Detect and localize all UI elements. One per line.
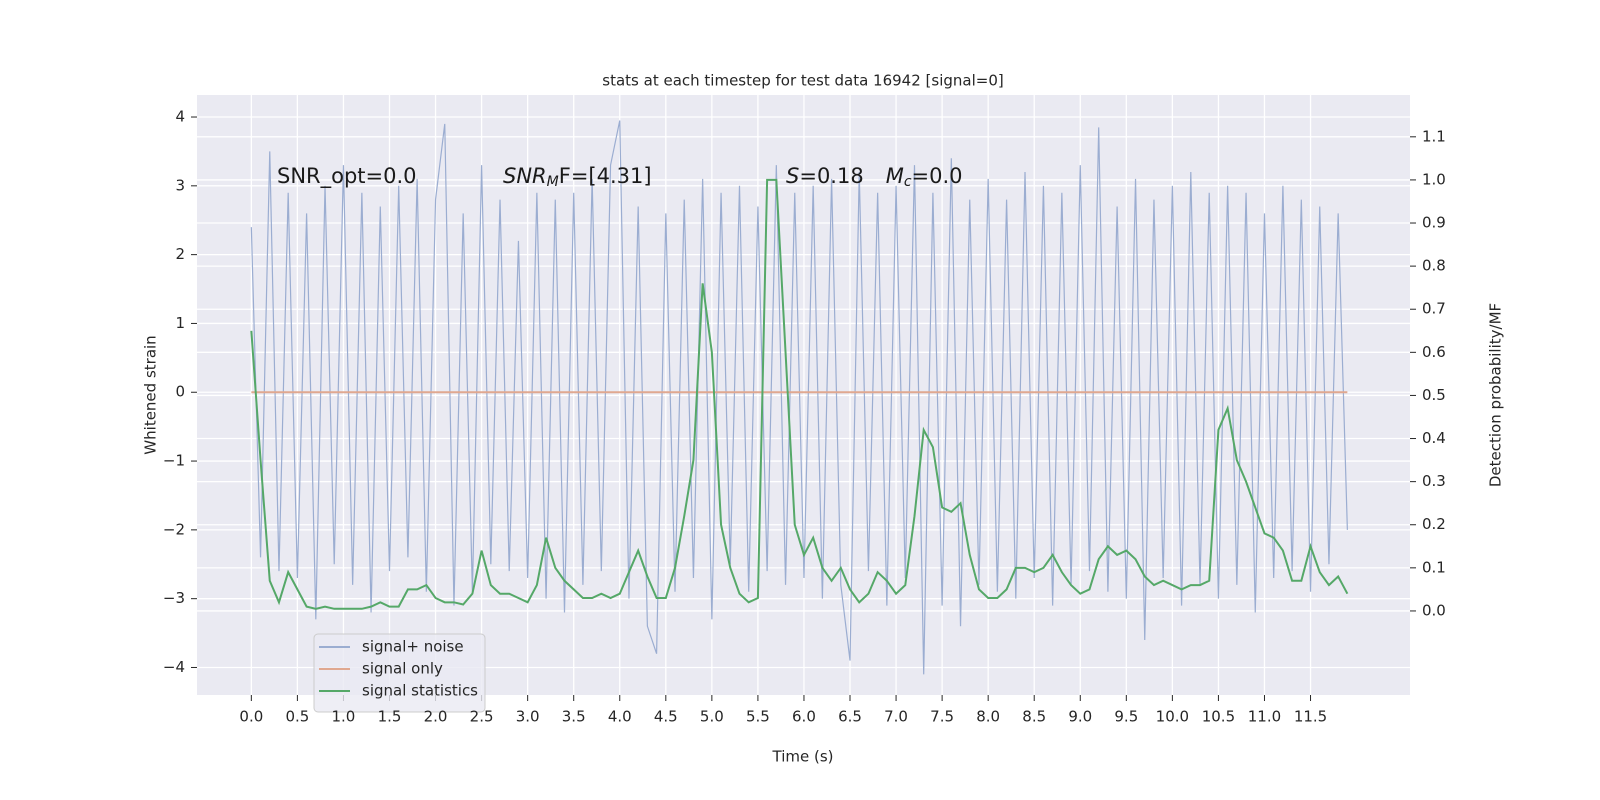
- annotation: SNRMF=[4.31]: [503, 164, 652, 190]
- x-tick-label: 11.0: [1248, 708, 1281, 726]
- y2-tick-label: 0.6: [1422, 343, 1446, 361]
- annotation-text: M: [886, 164, 904, 188]
- y-tick-label: 3: [175, 176, 185, 194]
- x-tick-label: 8.0: [976, 708, 1000, 726]
- y2-tick-label: 0.5: [1422, 386, 1446, 404]
- x-tick-label: 4.0: [608, 708, 632, 726]
- annotation-text: SNR: [503, 164, 547, 188]
- annotation-text: SNR_opt=0.0: [277, 164, 417, 189]
- y2-tick-label: 0.1: [1422, 558, 1446, 576]
- x-tick-label: 9.0: [1068, 708, 1092, 726]
- y-tick-label: −4: [163, 658, 185, 676]
- y-tick-label: 2: [175, 245, 185, 263]
- x-tick-label: 1.5: [378, 708, 402, 726]
- annotation: SNR_opt=0.0: [277, 164, 417, 189]
- y-tick-label: 0: [175, 383, 185, 401]
- x-tick-label: 7.0: [884, 708, 908, 726]
- y2-tick-label: 0.0: [1422, 601, 1446, 619]
- annotation: S=0.18 Mc=0.0: [786, 164, 963, 190]
- y2-tick-label: 1.0: [1422, 170, 1446, 188]
- y2-tick-label: 0.3: [1422, 472, 1446, 490]
- x-tick-label: 6.0: [792, 708, 816, 726]
- legend-label: signal only: [362, 660, 443, 678]
- x-tick-label: 4.5: [654, 708, 678, 726]
- annotation-subscript: M: [547, 174, 559, 190]
- y-axis-label: Whitened strain: [142, 335, 160, 454]
- x-tick-label: 8.5: [1022, 708, 1046, 726]
- y-tick-label: −2: [163, 520, 185, 538]
- x-tick-label: 7.5: [930, 708, 954, 726]
- x-tick-label: 9.5: [1114, 708, 1138, 726]
- y2-tick-label: 0.9: [1422, 214, 1446, 232]
- y2-tick-label: 0.4: [1422, 429, 1446, 447]
- x-axis-label: Time (s): [772, 748, 834, 766]
- y2-tick-label: 0.8: [1422, 257, 1446, 275]
- x-tick-label: 10.5: [1202, 708, 1235, 726]
- x-tick-label: 5.0: [700, 708, 724, 726]
- chart-title: stats at each timestep for test data 169…: [602, 72, 1003, 90]
- y-tick-label: −1: [163, 452, 185, 470]
- y-tick-label: 4: [175, 108, 185, 126]
- x-tick-label: 0.5: [285, 708, 309, 726]
- x-tick-label: 2.5: [470, 708, 494, 726]
- marks: [250, 120, 1349, 675]
- x-tick-label: 6.5: [838, 708, 862, 726]
- annotation-text: =0.0: [912, 164, 963, 188]
- y2-axis-label: Detection probability/MF: [1487, 303, 1505, 487]
- legend: signal+ noise signal only signal statistic…: [313, 633, 486, 713]
- legend-frame: [313, 633, 486, 713]
- annotation-text: F=[4.31]: [559, 164, 652, 188]
- y2-tick-label: 0.2: [1422, 515, 1446, 533]
- x-tick-label: 10.0: [1156, 708, 1189, 726]
- x-tick-label: 1.0: [332, 708, 356, 726]
- x-tick-label: 11.5: [1294, 708, 1327, 726]
- legend-label: signal+ noise: [362, 638, 464, 656]
- y-tick-label: −3: [163, 589, 185, 607]
- x-tick-label: 3.0: [516, 708, 540, 726]
- y2-tick-label: 0.7: [1422, 300, 1446, 318]
- series-line: [250, 178, 1349, 610]
- x-tick-label: 2.0: [424, 708, 448, 726]
- y-tick-label: 1: [175, 314, 185, 332]
- legend-label: signal statistics: [362, 682, 478, 700]
- y2-tick-label: 1.1: [1422, 127, 1446, 145]
- x-tick-label: 0.0: [239, 708, 263, 726]
- series-line: [250, 120, 1348, 675]
- annotation-subscript: c: [904, 174, 912, 190]
- x-tick-label: 5.5: [746, 708, 770, 726]
- x-tick-label: 3.5: [562, 708, 586, 726]
- annotation-text: =0.18: [799, 164, 863, 188]
- annotation-text: S: [786, 164, 799, 188]
